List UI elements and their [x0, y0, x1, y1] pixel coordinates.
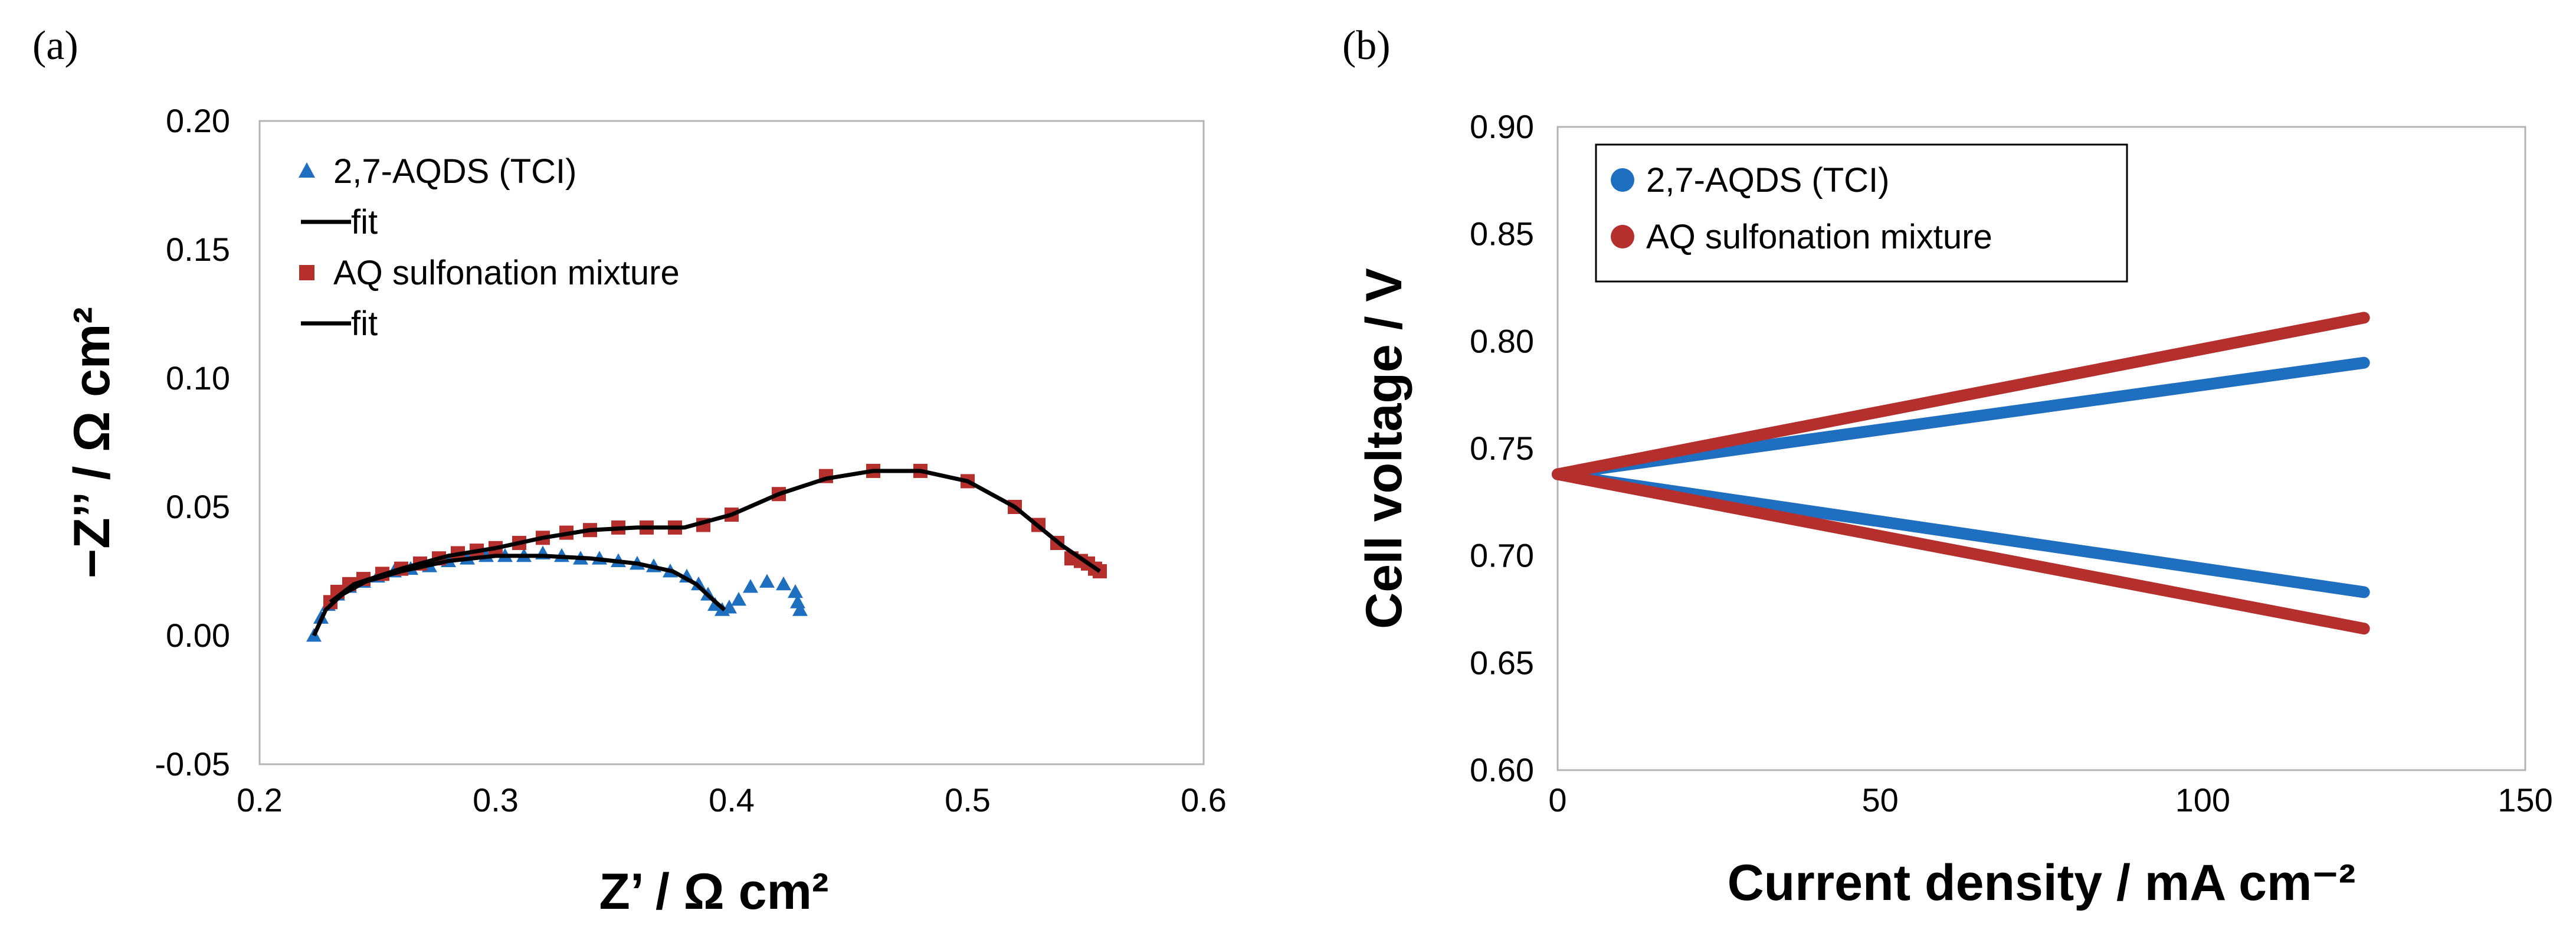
data-point-triangle: [722, 600, 737, 614]
data-point-triangle: [743, 579, 758, 593]
plot-frame: [258, 120, 1205, 765]
series-2-7-aqds-tci-discharge: [1552, 468, 2370, 598]
data-point-triangle: [792, 602, 808, 616]
x-tick-label: 150: [2498, 781, 2552, 819]
fit-line: [329, 469, 1101, 604]
y-tick-label: 0.90: [1470, 108, 1534, 145]
series-aq-sulfonation-mixture: [323, 463, 1107, 610]
y-tick-label: 0.05: [166, 488, 230, 525]
y-tick-label: 0.65: [1470, 644, 1534, 681]
legend-label: 2,7-AQDS (TCI): [1646, 161, 1890, 199]
data-point-triangle: [788, 584, 803, 598]
legend-box: [1595, 143, 2128, 283]
legend-label: 2,7-AQDS (TCI): [333, 152, 577, 191]
y-axis-title: Cell voltage / V: [1356, 268, 1412, 629]
y-tick-label: 0.70: [1470, 537, 1534, 574]
x-tick-label: 0: [1548, 781, 1566, 819]
series-2-7-aqds-tci-: [306, 545, 808, 642]
y-tick-label: 0.80: [1470, 322, 1534, 359]
panel-a-impedance-chart: (a) 0.2 0.3 0.4 0.5 0.6 -0.05 0.00 0.05 0.10 0.15 0…: [32, 23, 1227, 920]
legend-label: fit: [351, 203, 378, 241]
panel-label: (a): [32, 23, 78, 68]
y-tick-label: 0.15: [166, 231, 230, 268]
y-tick-label: 0.20: [166, 102, 230, 139]
x-axis-title: Z’ / Ω cm²: [599, 863, 828, 920]
y-tick-label: 0.75: [1470, 430, 1534, 467]
y-tick-label: 0.10: [166, 359, 230, 397]
y-tick-label: 0.85: [1470, 215, 1534, 253]
series-aq-sulfonation-mixture-discharge: [1552, 468, 2370, 635]
series-2-7-aqds-tci-charge: [1552, 356, 2370, 480]
legend: 2,7-AQDS (TCI) AQ sulfonation mixture: [1595, 143, 2128, 283]
x-tick-label: 50: [1862, 781, 1899, 819]
legend-marker-circle: [1611, 225, 1634, 248]
series-aq-sulfonation-mixture-charge: [1552, 312, 2370, 480]
x-tick-label: 0.3: [473, 781, 519, 819]
plot-frame: [1556, 126, 2526, 771]
y-tick-label: -0.05: [155, 745, 230, 783]
series-line: [1552, 468, 2370, 598]
data-point-triangle: [759, 574, 775, 588]
x-axis-title: Current density / mA cm⁻²: [1728, 855, 2356, 911]
x-tick-label: 0.4: [709, 781, 755, 819]
x-tick-label: 0.2: [237, 781, 283, 819]
x-tick-label: 0.6: [1181, 781, 1227, 819]
series-line: [1552, 356, 2370, 480]
y-tick-label: 0.00: [166, 617, 230, 654]
series-line: [1552, 312, 2370, 480]
data-point-triangle: [731, 591, 746, 606]
legend-marker-circle: [1611, 168, 1634, 192]
y-axis-title: −Z’’ / Ω cm²: [64, 307, 120, 578]
panel-b-polarization-chart: (b) 0 50 100 150 0.60 0.65 0.70 0.75 0.80 0.85 0.90…: [1342, 23, 2553, 911]
data-point-triangle: [691, 576, 706, 591]
series-line: [1552, 468, 2370, 635]
legend-label: AQ sulfonation mixture: [1646, 218, 1992, 256]
series-fit: [329, 469, 1101, 604]
data-point-triangle: [790, 594, 805, 608]
data-point-triangle: [776, 576, 791, 591]
x-tick-label: 0.5: [945, 781, 991, 819]
legend-label: fit: [351, 305, 378, 343]
legend: 2,7-AQDS (TCI) fit AQ sulfonation mixture f…: [299, 152, 680, 343]
legend-label: AQ sulfonation mixture: [333, 254, 680, 292]
legend-marker-square: [299, 265, 314, 280]
x-tick-label: 100: [2175, 781, 2230, 819]
panel-label: (b): [1342, 23, 1391, 68]
y-tick-label: 0.60: [1470, 751, 1534, 788]
legend-marker-triangle: [299, 162, 315, 178]
